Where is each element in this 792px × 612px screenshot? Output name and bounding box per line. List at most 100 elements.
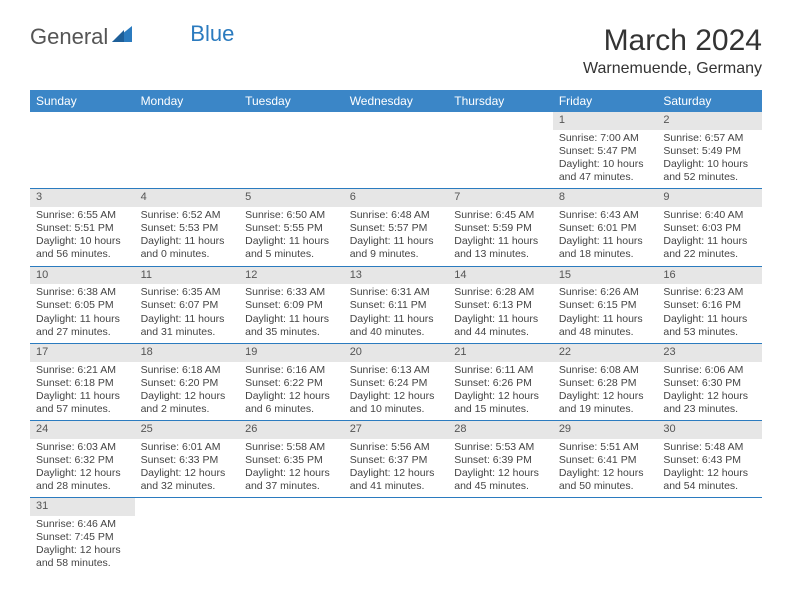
calendar-cell	[239, 498, 344, 575]
day-number: 29	[553, 421, 658, 439]
day-number: 8	[553, 189, 658, 207]
day-number: 23	[657, 344, 762, 362]
calendar-cell: 25Sunrise: 6:01 AMSunset: 6:33 PMDayligh…	[135, 421, 240, 498]
day-details: Sunrise: 6:16 AMSunset: 6:22 PMDaylight:…	[239, 362, 344, 421]
day-number: 13	[344, 267, 449, 285]
day-details: Sunrise: 6:23 AMSunset: 6:16 PMDaylight:…	[657, 284, 762, 343]
day-header: Friday	[553, 90, 658, 112]
calendar-cell: 20Sunrise: 6:13 AMSunset: 6:24 PMDayligh…	[344, 343, 449, 420]
day-details: Sunrise: 5:48 AMSunset: 6:43 PMDaylight:…	[657, 439, 762, 498]
day-number: 21	[448, 344, 553, 362]
calendar-cell	[448, 112, 553, 189]
day-number: 6	[344, 189, 449, 207]
day-header: Wednesday	[344, 90, 449, 112]
day-number: 31	[30, 498, 135, 516]
day-details: Sunrise: 6:50 AMSunset: 5:55 PMDaylight:…	[239, 207, 344, 266]
calendar-cell: 11Sunrise: 6:35 AMSunset: 6:07 PMDayligh…	[135, 266, 240, 343]
calendar-cell: 27Sunrise: 5:56 AMSunset: 6:37 PMDayligh…	[344, 421, 449, 498]
day-number: 24	[30, 421, 135, 439]
calendar-cell: 7Sunrise: 6:45 AMSunset: 5:59 PMDaylight…	[448, 189, 553, 266]
location-text: Warnemuende, Germany	[583, 60, 762, 78]
day-details: Sunrise: 6:46 AMSunset: 7:45 PMDaylight:…	[30, 516, 135, 575]
calendar-cell: 5Sunrise: 6:50 AMSunset: 5:55 PMDaylight…	[239, 189, 344, 266]
calendar-cell: 18Sunrise: 6:18 AMSunset: 6:20 PMDayligh…	[135, 343, 240, 420]
day-number: 16	[657, 267, 762, 285]
day-number: 20	[344, 344, 449, 362]
day-details: Sunrise: 6:01 AMSunset: 6:33 PMDaylight:…	[135, 439, 240, 498]
calendar-cell	[344, 112, 449, 189]
day-details: Sunrise: 6:52 AMSunset: 5:53 PMDaylight:…	[135, 207, 240, 266]
calendar-cell: 17Sunrise: 6:21 AMSunset: 6:18 PMDayligh…	[30, 343, 135, 420]
day-header: Thursday	[448, 90, 553, 112]
logo-word2: Blue	[190, 21, 234, 47]
calendar-cell	[239, 112, 344, 189]
calendar-cell: 15Sunrise: 6:26 AMSunset: 6:15 PMDayligh…	[553, 266, 658, 343]
calendar-cell	[448, 498, 553, 575]
day-number: 27	[344, 421, 449, 439]
calendar-cell: 9Sunrise: 6:40 AMSunset: 6:03 PMDaylight…	[657, 189, 762, 266]
calendar-week-row: 24Sunrise: 6:03 AMSunset: 6:32 PMDayligh…	[30, 421, 762, 498]
day-number: 3	[30, 189, 135, 207]
day-details: Sunrise: 6:45 AMSunset: 5:59 PMDaylight:…	[448, 207, 553, 266]
day-details: Sunrise: 6:08 AMSunset: 6:28 PMDaylight:…	[553, 362, 658, 421]
calendar-cell	[553, 498, 658, 575]
calendar-cell: 28Sunrise: 5:53 AMSunset: 6:39 PMDayligh…	[448, 421, 553, 498]
page-title: March 2024	[583, 24, 762, 58]
day-details: Sunrise: 6:28 AMSunset: 6:13 PMDaylight:…	[448, 284, 553, 343]
day-details: Sunrise: 6:57 AMSunset: 5:49 PMDaylight:…	[657, 130, 762, 189]
day-number: 15	[553, 267, 658, 285]
day-details: Sunrise: 6:35 AMSunset: 6:07 PMDaylight:…	[135, 284, 240, 343]
calendar-cell: 19Sunrise: 6:16 AMSunset: 6:22 PMDayligh…	[239, 343, 344, 420]
calendar-week-row: 31Sunrise: 6:46 AMSunset: 7:45 PMDayligh…	[30, 498, 762, 575]
calendar-cell: 24Sunrise: 6:03 AMSunset: 6:32 PMDayligh…	[30, 421, 135, 498]
day-number: 10	[30, 267, 135, 285]
day-number: 25	[135, 421, 240, 439]
day-number: 1	[553, 112, 658, 130]
day-number: 17	[30, 344, 135, 362]
day-number: 18	[135, 344, 240, 362]
day-number: 12	[239, 267, 344, 285]
calendar-cell: 23Sunrise: 6:06 AMSunset: 6:30 PMDayligh…	[657, 343, 762, 420]
calendar-header-row: SundayMondayTuesdayWednesdayThursdayFrid…	[30, 90, 762, 112]
day-number: 4	[135, 189, 240, 207]
day-number: 22	[553, 344, 658, 362]
day-details: Sunrise: 6:33 AMSunset: 6:09 PMDaylight:…	[239, 284, 344, 343]
day-details: Sunrise: 6:03 AMSunset: 6:32 PMDaylight:…	[30, 439, 135, 498]
day-details: Sunrise: 5:56 AMSunset: 6:37 PMDaylight:…	[344, 439, 449, 498]
calendar-week-row: 10Sunrise: 6:38 AMSunset: 6:05 PMDayligh…	[30, 266, 762, 343]
day-number: 7	[448, 189, 553, 207]
calendar-cell: 3Sunrise: 6:55 AMSunset: 5:51 PMDaylight…	[30, 189, 135, 266]
calendar-cell: 22Sunrise: 6:08 AMSunset: 6:28 PMDayligh…	[553, 343, 658, 420]
day-number: 11	[135, 267, 240, 285]
day-details: Sunrise: 6:21 AMSunset: 6:18 PMDaylight:…	[30, 362, 135, 421]
calendar-cell: 4Sunrise: 6:52 AMSunset: 5:53 PMDaylight…	[135, 189, 240, 266]
day-header: Saturday	[657, 90, 762, 112]
day-header: Monday	[135, 90, 240, 112]
day-number: 19	[239, 344, 344, 362]
day-details: Sunrise: 5:51 AMSunset: 6:41 PMDaylight:…	[553, 439, 658, 498]
title-block: March 2024 Warnemuende, Germany	[583, 24, 762, 78]
calendar-cell: 26Sunrise: 5:58 AMSunset: 6:35 PMDayligh…	[239, 421, 344, 498]
header-block: General Blue March 2024 Warnemuende, Ger…	[30, 24, 762, 78]
logo-word1: General	[30, 24, 108, 50]
calendar-cell: 10Sunrise: 6:38 AMSunset: 6:05 PMDayligh…	[30, 266, 135, 343]
day-details: Sunrise: 5:53 AMSunset: 6:39 PMDaylight:…	[448, 439, 553, 498]
calendar-cell: 2Sunrise: 6:57 AMSunset: 5:49 PMDaylight…	[657, 112, 762, 189]
calendar-cell	[135, 112, 240, 189]
day-number: 28	[448, 421, 553, 439]
day-details: Sunrise: 5:58 AMSunset: 6:35 PMDaylight:…	[239, 439, 344, 498]
calendar-week-row: 3Sunrise: 6:55 AMSunset: 5:51 PMDaylight…	[30, 189, 762, 266]
day-details: Sunrise: 6:06 AMSunset: 6:30 PMDaylight:…	[657, 362, 762, 421]
calendar-week-row: 17Sunrise: 6:21 AMSunset: 6:18 PMDayligh…	[30, 343, 762, 420]
day-number: 2	[657, 112, 762, 130]
day-details: Sunrise: 6:13 AMSunset: 6:24 PMDaylight:…	[344, 362, 449, 421]
day-number: 26	[239, 421, 344, 439]
day-number: 14	[448, 267, 553, 285]
day-header: Tuesday	[239, 90, 344, 112]
day-number: 5	[239, 189, 344, 207]
calendar-cell: 12Sunrise: 6:33 AMSunset: 6:09 PMDayligh…	[239, 266, 344, 343]
calendar-table: SundayMondayTuesdayWednesdayThursdayFrid…	[30, 90, 762, 575]
calendar-cell: 21Sunrise: 6:11 AMSunset: 6:26 PMDayligh…	[448, 343, 553, 420]
calendar-cell: 1Sunrise: 7:00 AMSunset: 5:47 PMDaylight…	[553, 112, 658, 189]
calendar-cell	[135, 498, 240, 575]
